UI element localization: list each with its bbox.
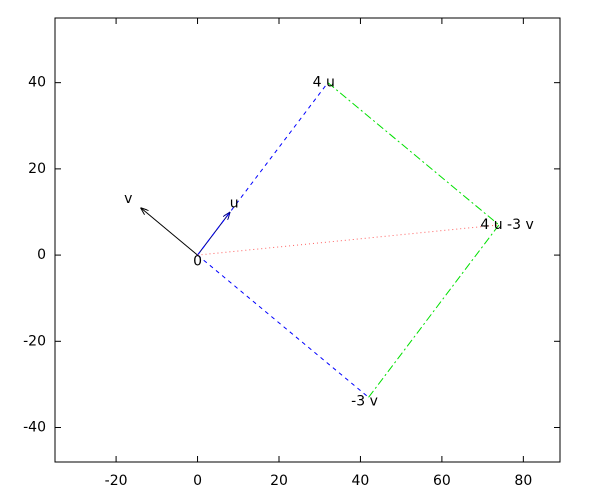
vector-line [197, 224, 499, 256]
annotation: u [230, 195, 239, 211]
vector-line [327, 82, 500, 226]
x-tick-label: 80 [514, 473, 532, 489]
x-tick-label: 0 [193, 473, 202, 489]
annotation: 4 u -3 v [480, 217, 533, 233]
vector-line [197, 254, 369, 398]
vector-line [197, 82, 329, 256]
plot-frame [54, 17, 561, 463]
x-tick-label: -20 [105, 473, 128, 489]
vector-line [368, 224, 500, 398]
y-tick-label: -40 [23, 420, 46, 436]
y-tick-label: 40 [28, 75, 46, 91]
x-tick-label: 60 [433, 473, 451, 489]
y-tick-label: -20 [23, 333, 46, 349]
annotation: 0 [193, 254, 202, 270]
x-tick-label: 40 [352, 473, 370, 489]
vector-arrow [141, 208, 198, 256]
y-tick-label: 20 [28, 161, 46, 177]
x-tick-label: 20 [270, 473, 288, 489]
annotation: -3 v [351, 394, 378, 410]
annotation: v [124, 191, 132, 207]
y-tick-label: 0 [37, 247, 46, 263]
annotation: 4 u [313, 75, 335, 91]
